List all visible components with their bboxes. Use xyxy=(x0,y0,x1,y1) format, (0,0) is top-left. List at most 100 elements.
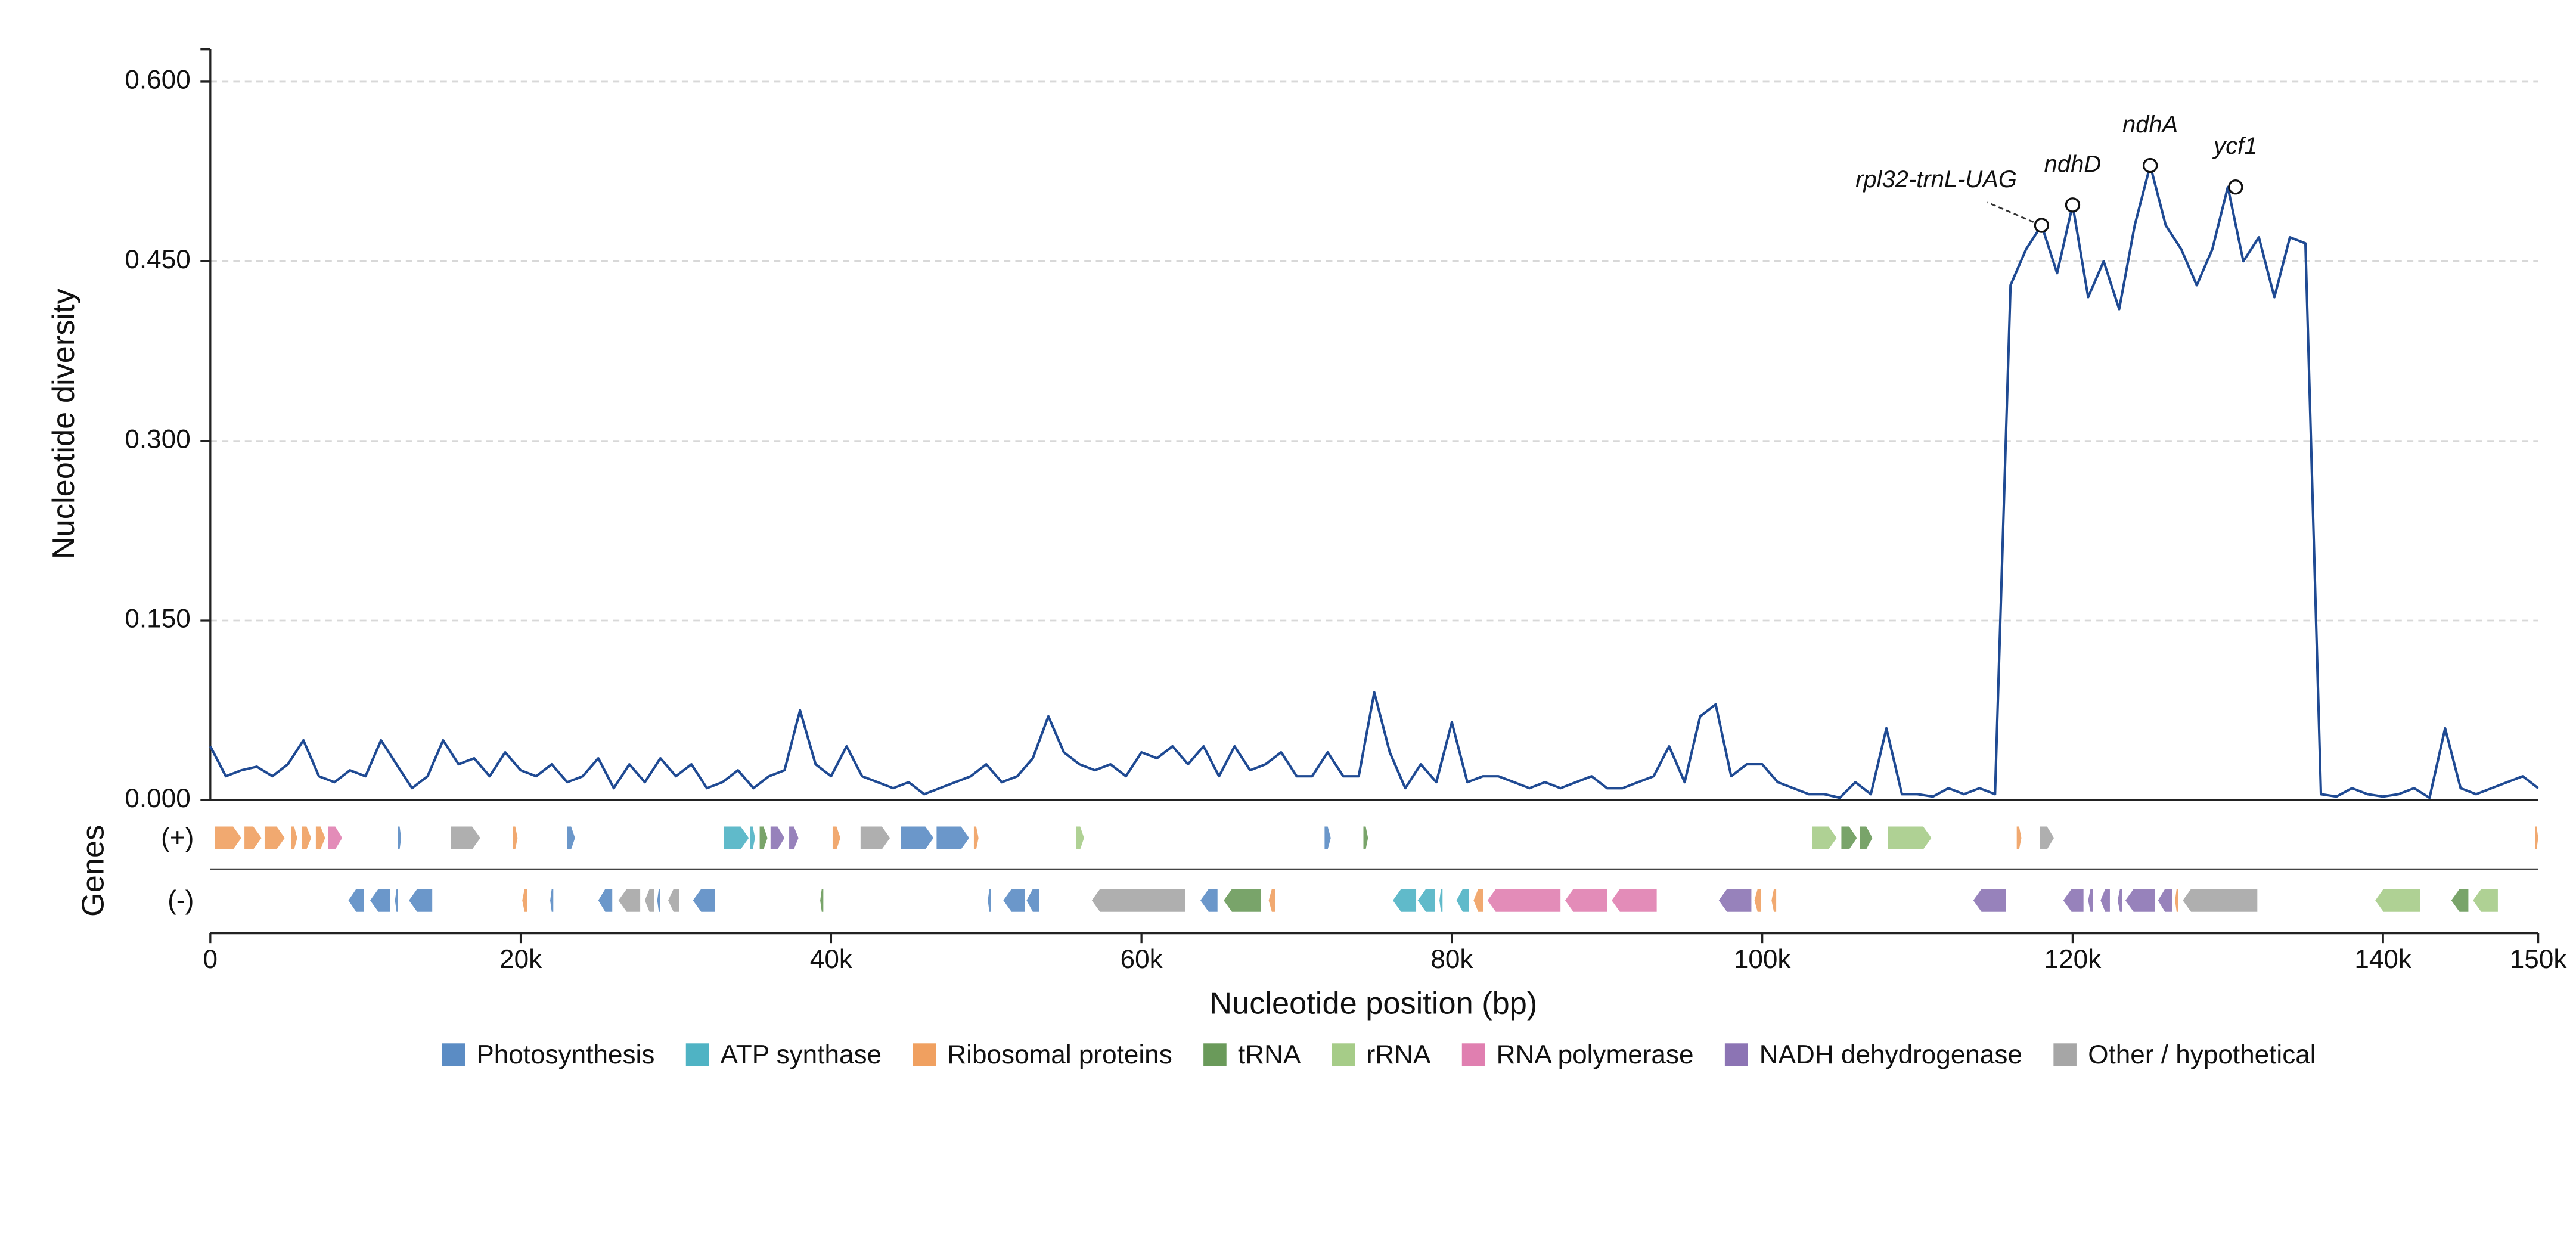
legend-item: NADH dehydrogenase xyxy=(1724,1040,2022,1069)
gene xyxy=(1612,889,1657,912)
y-tick-label: 0.000 xyxy=(125,784,190,813)
gene xyxy=(789,826,799,850)
gene xyxy=(750,826,755,850)
legend-swatch xyxy=(913,1043,936,1066)
gene xyxy=(1812,826,1837,850)
y-tick-label: 0.300 xyxy=(125,424,190,454)
gene xyxy=(2175,889,2178,912)
gene xyxy=(618,889,641,912)
gene xyxy=(724,826,749,850)
gene xyxy=(315,826,325,850)
gene xyxy=(328,826,343,850)
gene xyxy=(244,826,262,850)
gene xyxy=(302,826,312,850)
y-axis-label: Nucleotide diversity xyxy=(46,288,81,559)
gene xyxy=(770,826,785,850)
gene xyxy=(1091,889,1185,912)
x-tick-label: 0 xyxy=(203,945,218,974)
legend-item: RNA polymerase xyxy=(1461,1040,1694,1069)
gene xyxy=(2088,889,2093,912)
x-tick-label: 150k xyxy=(2510,945,2568,974)
legend-item: tRNA xyxy=(1203,1040,1301,1069)
gene xyxy=(1456,889,1469,912)
gene xyxy=(451,826,480,850)
gene xyxy=(2117,889,2122,912)
annotation-leader xyxy=(1987,201,2034,223)
annotation-label: ndhA xyxy=(2122,111,2178,138)
legend-swatch xyxy=(442,1043,465,1066)
gene xyxy=(2125,889,2155,912)
x-tick-label: 100k xyxy=(1734,945,1792,974)
x-tick-label: 140k xyxy=(2354,945,2412,974)
peak-marker xyxy=(2228,179,2243,195)
gene xyxy=(2063,889,2084,912)
legend-swatch xyxy=(1461,1043,1485,1066)
legend-label: rRNA xyxy=(1367,1040,1431,1069)
annotation-label: ycf1 xyxy=(2212,133,2257,159)
legend-label: RNA polymerase xyxy=(1497,1040,1694,1069)
annotation-label: rpl32-trnL-UAG xyxy=(1855,166,2017,193)
gene xyxy=(264,826,285,850)
gene xyxy=(2183,889,2258,912)
x-tick-label: 80k xyxy=(1430,945,1473,974)
gene xyxy=(1026,889,1039,912)
gene xyxy=(1003,889,1025,912)
gene xyxy=(1841,826,1857,850)
x-axis-label: Nucleotide position (bp) xyxy=(1209,987,1537,1021)
gene xyxy=(1718,889,1752,912)
gene xyxy=(1268,889,1275,912)
gene xyxy=(1417,889,1435,912)
peak-marker xyxy=(2065,197,2081,213)
gene xyxy=(1324,826,1331,850)
gene xyxy=(1224,889,1261,912)
gene xyxy=(513,826,518,850)
legend-label: Other / hypothetical xyxy=(2088,1040,2316,1069)
gene xyxy=(936,826,970,850)
gene xyxy=(2158,889,2172,912)
gene xyxy=(2451,889,2469,912)
gene xyxy=(988,889,991,912)
legend-item: rRNA xyxy=(1332,1040,1431,1069)
minus-strand-label: (-) xyxy=(167,886,194,915)
gene xyxy=(1200,889,1218,912)
legend-label: ATP synthase xyxy=(721,1040,882,1069)
legend-item: Other / hypothetical xyxy=(2053,1040,2316,1069)
gene xyxy=(693,889,715,912)
gene xyxy=(2016,826,2022,850)
annotation-label: ndhD xyxy=(2044,151,2102,177)
gene xyxy=(1973,889,2006,912)
gene xyxy=(1565,889,1607,912)
gene xyxy=(370,889,390,912)
x-tick-label: 120k xyxy=(2044,945,2102,974)
peak-marker xyxy=(2142,157,2158,173)
gene xyxy=(1473,889,1483,912)
gene xyxy=(1076,826,1084,850)
legend-label: tRNA xyxy=(1238,1040,1301,1069)
gene xyxy=(291,826,297,850)
gene xyxy=(409,889,433,912)
plus-strand-label: (+) xyxy=(161,823,194,852)
gene xyxy=(1487,889,1561,912)
gene xyxy=(215,826,241,850)
gene xyxy=(2040,826,2054,850)
x-tick-label: 20k xyxy=(499,945,542,974)
gene xyxy=(398,826,402,850)
legend-item: Photosynthesis xyxy=(442,1040,654,1069)
gene xyxy=(973,826,979,850)
gene xyxy=(1888,826,1932,850)
gene xyxy=(901,826,934,850)
gene xyxy=(759,826,768,850)
legend-swatch xyxy=(1724,1043,1748,1066)
gene xyxy=(2473,889,2498,912)
gene xyxy=(657,889,660,912)
gene xyxy=(644,889,654,912)
gene xyxy=(820,889,824,912)
gene xyxy=(348,889,364,912)
gene xyxy=(2100,889,2110,912)
gene xyxy=(1439,889,1443,912)
gene xyxy=(1392,889,1417,912)
legend-swatch xyxy=(1332,1043,1355,1066)
y-tick-label: 0.150 xyxy=(125,604,190,634)
